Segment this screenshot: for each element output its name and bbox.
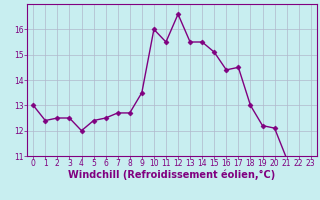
X-axis label: Windchill (Refroidissement éolien,°C): Windchill (Refroidissement éolien,°C)	[68, 170, 276, 180]
